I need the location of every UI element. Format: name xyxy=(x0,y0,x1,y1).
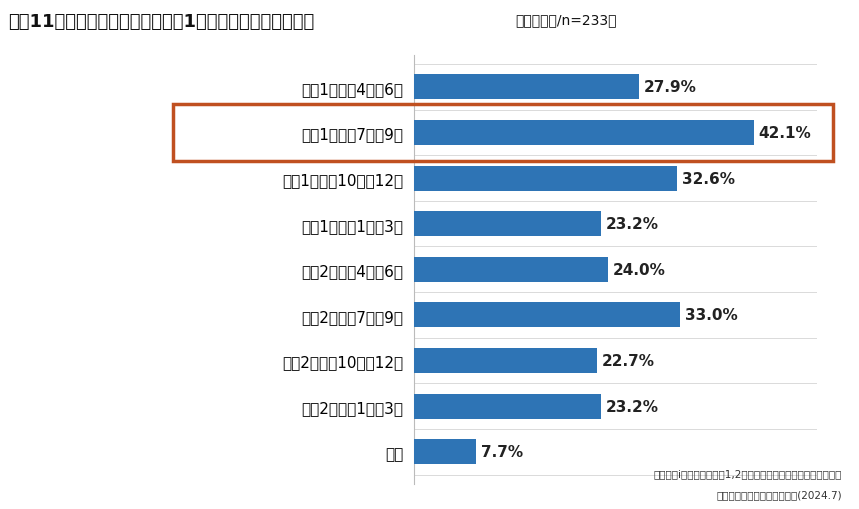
Bar xyxy=(414,121,753,146)
Bar xyxy=(414,75,639,100)
Text: 7.7%: 7.7% xyxy=(481,444,523,459)
Text: 33.0%: 33.0% xyxy=(685,308,738,323)
Bar xyxy=(414,439,477,464)
Text: 27.9%: 27.9% xyxy=(644,80,697,95)
Text: ベネッセiキャリア「大学1,2年生向けのキャリア形成」に関する: ベネッセiキャリア「大学1,2年生向けのキャリア形成」に関する xyxy=(654,468,842,478)
Bar xyxy=(414,257,608,282)
Bar xyxy=(414,212,601,237)
Text: 22.7%: 22.7% xyxy=(602,353,655,369)
Bar xyxy=(414,166,677,191)
Text: 23.2%: 23.2% xyxy=(606,399,659,414)
Text: 企業担当者の意識・実態調査(2024.7): 企業担当者の意識・実態調査(2024.7) xyxy=(716,489,842,499)
Bar xyxy=(414,394,601,419)
Text: 42.1%: 42.1% xyxy=(758,126,811,140)
Text: 【図11】施策の実施時期【タイプ1：オープンカンパニー】: 【図11】施策の実施時期【タイプ1：オープンカンパニー】 xyxy=(9,13,315,31)
Text: 24.0%: 24.0% xyxy=(612,262,666,277)
Bar xyxy=(414,303,680,328)
Text: 32.6%: 32.6% xyxy=(682,171,735,186)
Text: 23.2%: 23.2% xyxy=(606,217,659,232)
Bar xyxy=(414,348,597,373)
Text: （複数回答/n=233）: （複数回答/n=233） xyxy=(515,13,617,26)
